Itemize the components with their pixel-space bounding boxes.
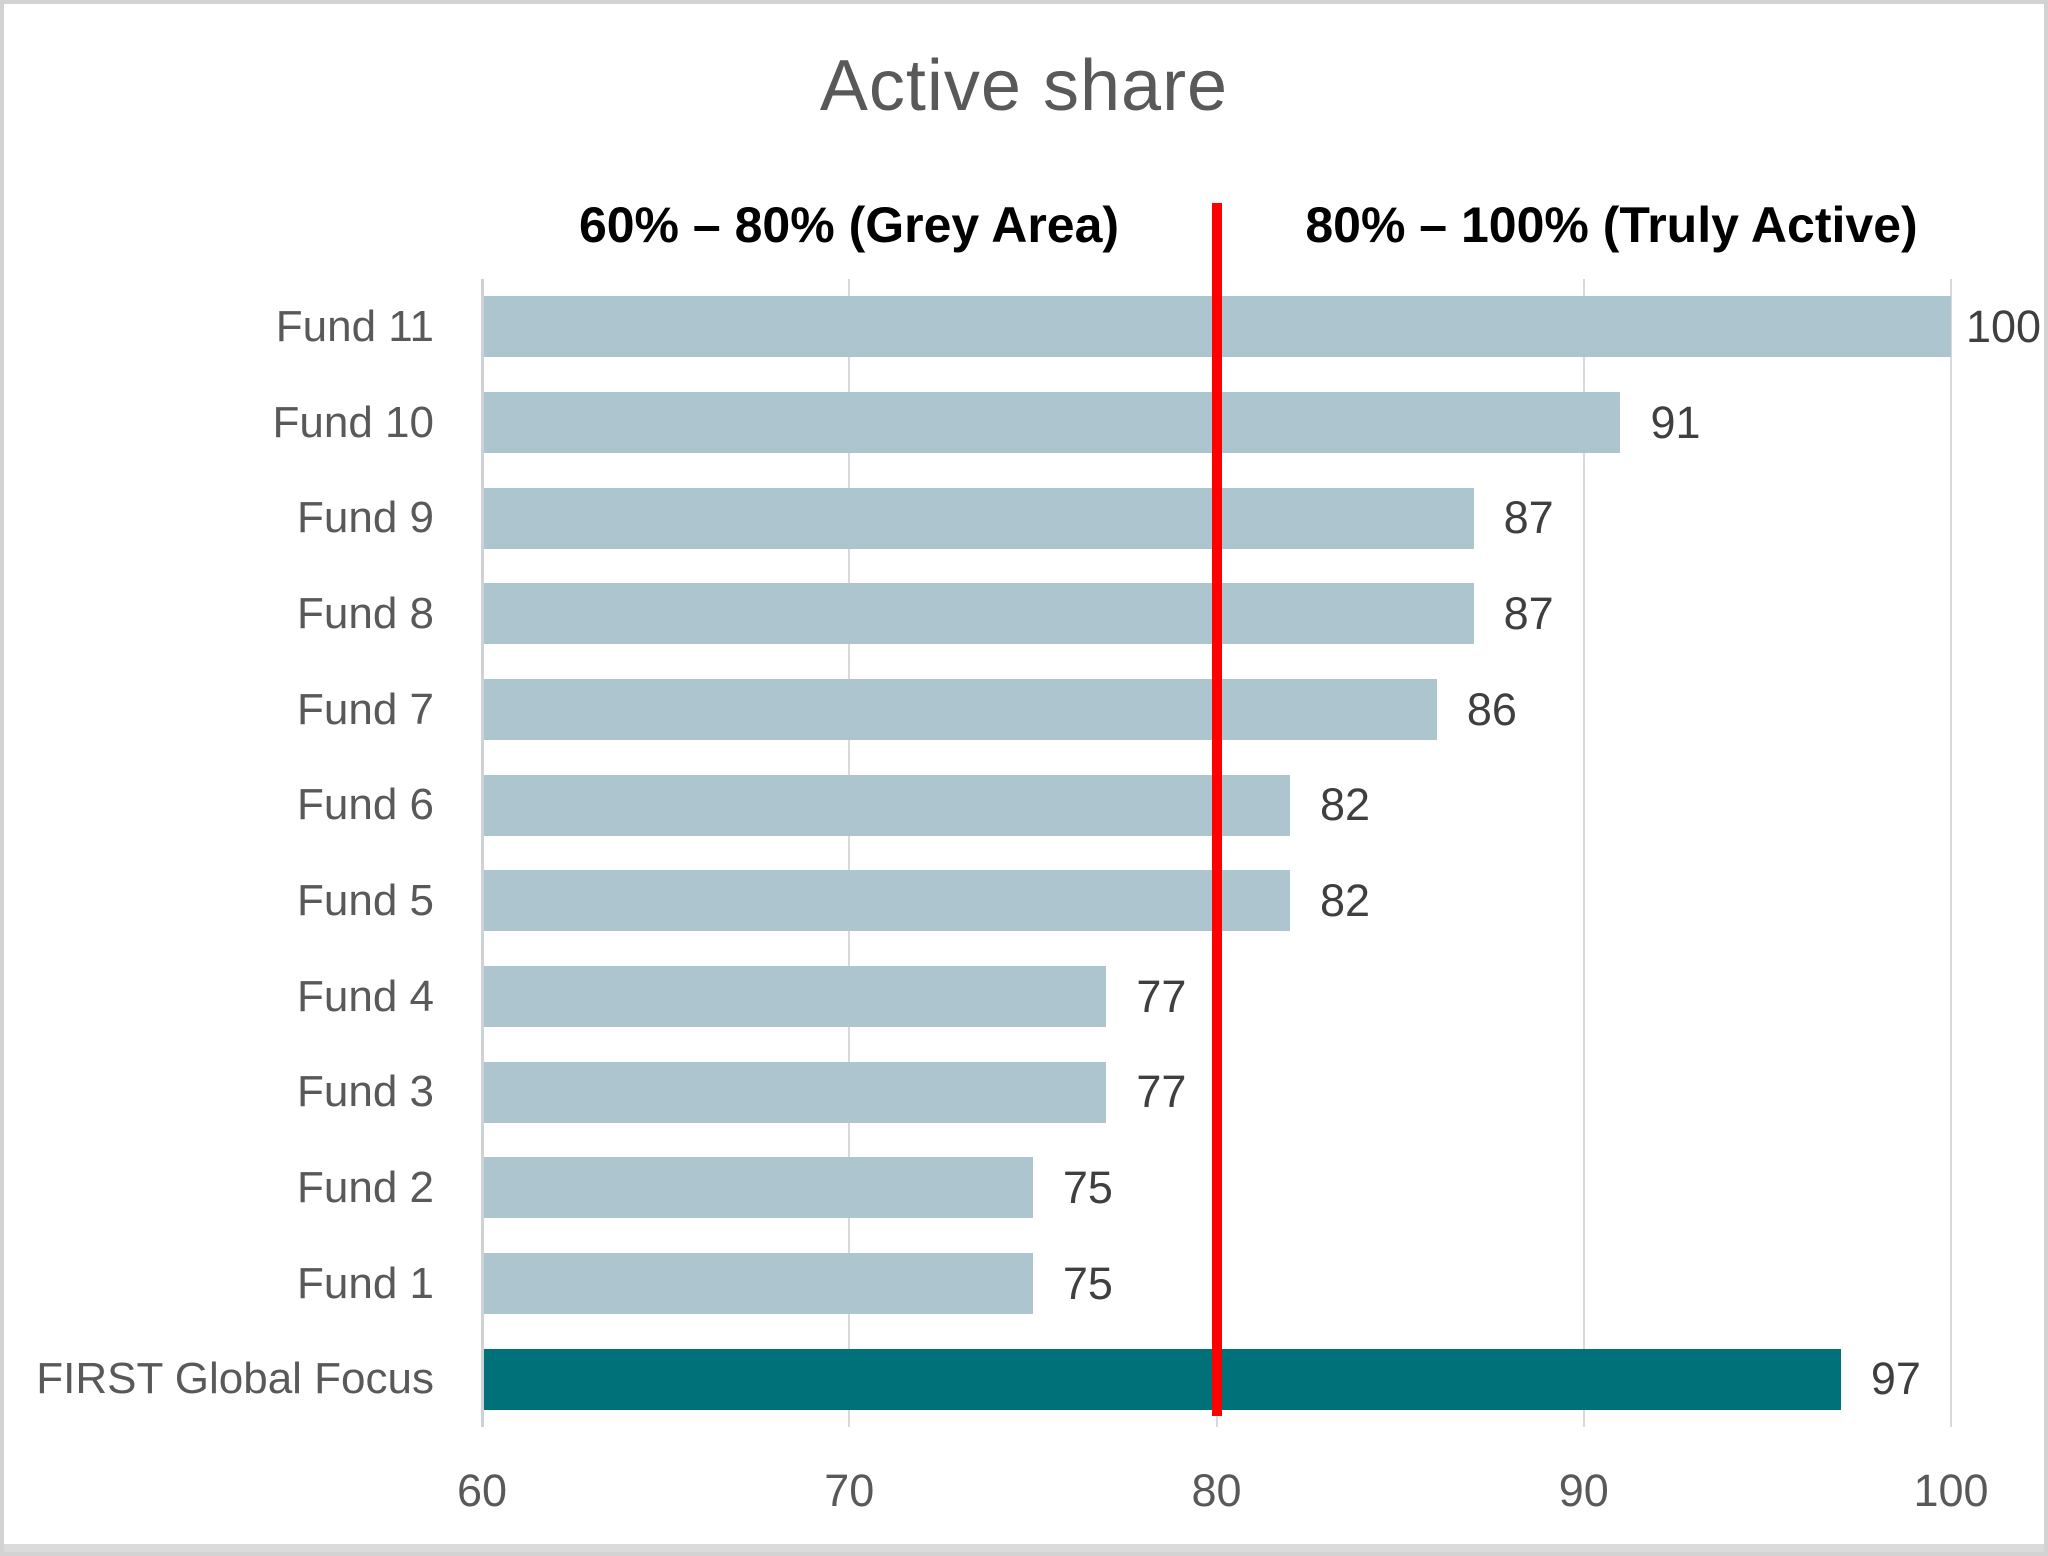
gridline bbox=[1582, 279, 1585, 1427]
bar-value-label: 87 bbox=[1503, 492, 1554, 544]
bar-value-label: 91 bbox=[1650, 396, 1701, 448]
bar bbox=[484, 870, 1290, 932]
category-label: Fund 6 bbox=[297, 780, 434, 830]
bar-value-label: 87 bbox=[1503, 588, 1554, 639]
gridline bbox=[1950, 279, 1952, 1427]
x-axis-tick-label: 60 bbox=[456, 1465, 508, 1516]
category-label: Fund 9 bbox=[297, 493, 434, 543]
x-axis-tick-label: 90 bbox=[1558, 1465, 1609, 1516]
bar-value-label: 77 bbox=[1136, 970, 1187, 1022]
bar-value-label: 77 bbox=[1136, 1066, 1187, 1118]
bar-value-label: 100 bbox=[1966, 301, 2042, 352]
bar-highlight bbox=[484, 1348, 1841, 1410]
category-label: Fund 5 bbox=[297, 876, 434, 925]
bar-value-label: 75 bbox=[1062, 1162, 1113, 1213]
gridline bbox=[848, 279, 851, 1427]
category-label: Fund 10 bbox=[272, 397, 434, 447]
bar-value-label: 82 bbox=[1319, 875, 1370, 926]
category-label: Fund 7 bbox=[297, 684, 434, 734]
bar bbox=[484, 1253, 1033, 1314]
x-axis-tick-label: 80 bbox=[1191, 1465, 1242, 1516]
category-label: Fund 3 bbox=[297, 1067, 434, 1117]
bar-value-label: 86 bbox=[1466, 683, 1517, 735]
bar-value-label: 97 bbox=[1870, 1353, 1921, 1405]
bar bbox=[484, 583, 1474, 645]
bar-value-label: 75 bbox=[1062, 1257, 1113, 1309]
bar bbox=[484, 487, 1474, 549]
reference-line bbox=[1211, 203, 1222, 1416]
category-label: Fund 11 bbox=[275, 302, 434, 351]
chart-title: Active share bbox=[819, 46, 1229, 126]
zone-annotation-grey-area: 60% – 80% (Grey Area) bbox=[578, 197, 1120, 253]
bar bbox=[484, 1061, 1107, 1123]
bar-value-label: 82 bbox=[1319, 779, 1370, 831]
category-label: Fund 4 bbox=[297, 971, 434, 1021]
bar bbox=[484, 392, 1621, 453]
category-label: Fund 2 bbox=[297, 1163, 434, 1212]
bar bbox=[484, 679, 1437, 740]
bottom-border bbox=[4, 1544, 2044, 1552]
bar bbox=[484, 966, 1107, 1027]
bar bbox=[484, 774, 1290, 836]
x-axis-tick-label: 70 bbox=[824, 1465, 875, 1516]
category-label: FIRST Global Focus bbox=[36, 1354, 434, 1404]
category-label: Fund 8 bbox=[297, 589, 434, 638]
bar bbox=[484, 1157, 1033, 1219]
y-axis-line bbox=[481, 279, 484, 1427]
category-label: Fund 1 bbox=[297, 1258, 434, 1308]
x-axis-tick-label: 100 bbox=[1913, 1465, 1989, 1516]
zone-annotation-truly-active: 80% – 100% (Truly Active) bbox=[1305, 197, 1918, 253]
